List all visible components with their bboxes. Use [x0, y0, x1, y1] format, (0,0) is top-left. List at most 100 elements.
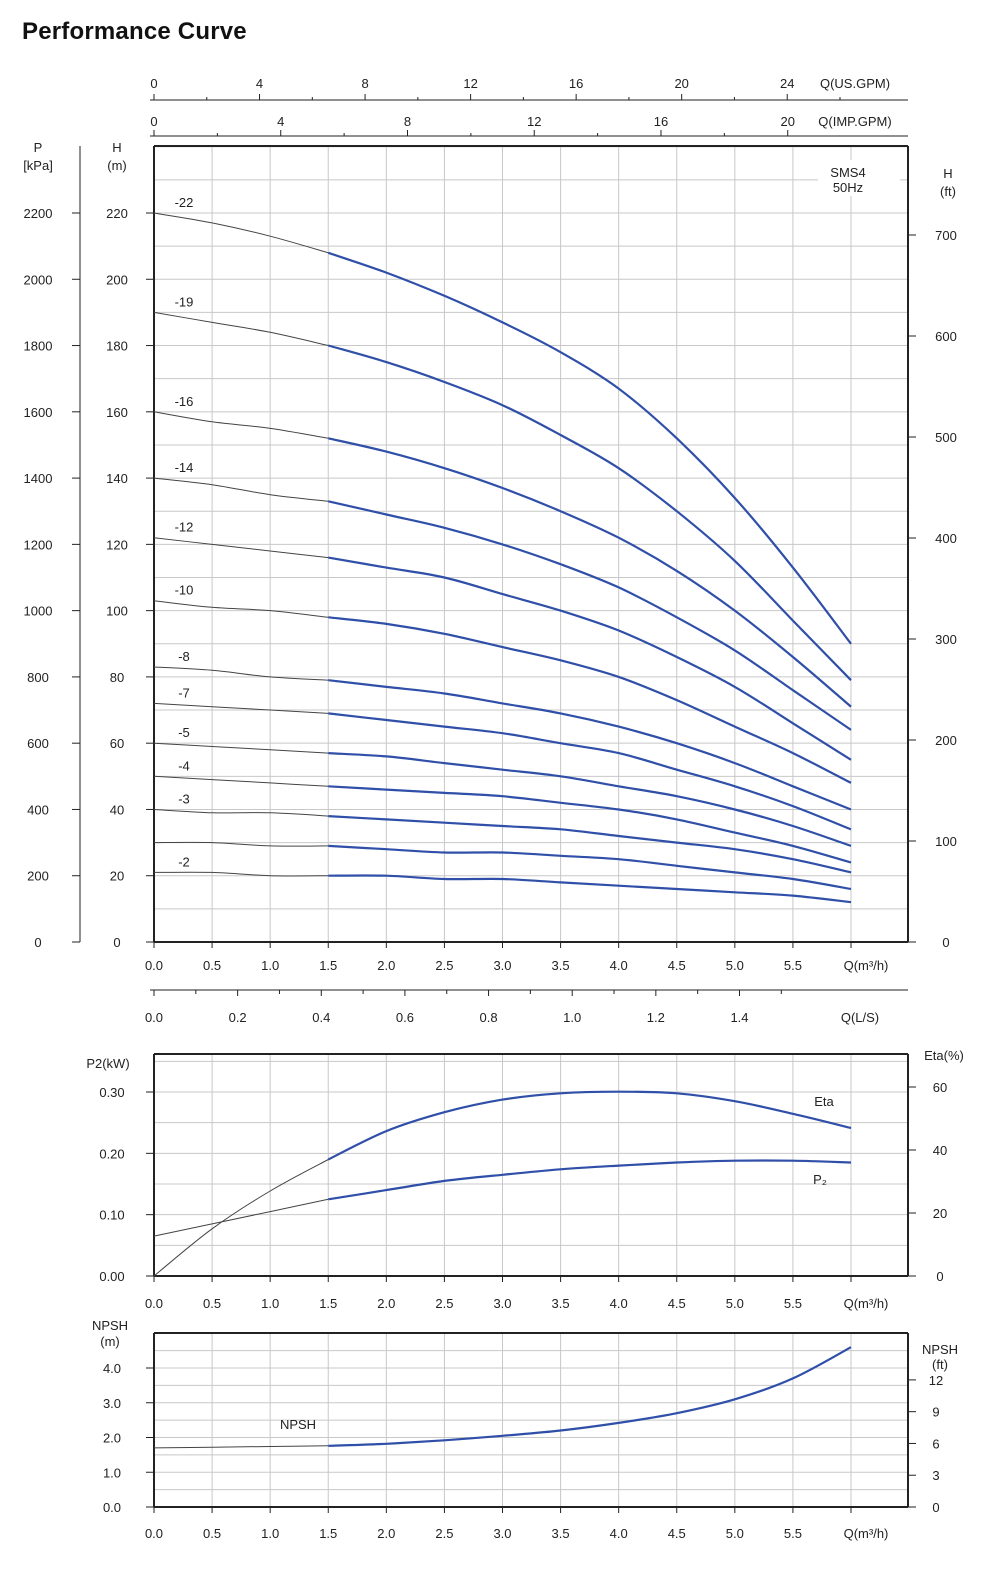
usgpm-axis-tick-label: 20	[674, 76, 688, 91]
ls-axis-tick-label: 1.4	[730, 1010, 748, 1025]
head-curve-label: -3	[178, 791, 190, 806]
ls-axis-tick-label: 0.2	[229, 1010, 247, 1025]
h-axis-tick-label: 100	[106, 604, 128, 619]
p-axis-tick-label: 1000	[24, 604, 53, 619]
eta-axis-tick-label: 0	[936, 1269, 943, 1284]
power-x-tick-label: 1.5	[319, 1296, 337, 1311]
npsh-ft-axis-tick-label: 0	[932, 1500, 939, 1515]
impgpm-axis-tick-label: 12	[527, 114, 541, 129]
ls-axis-tick-label: 0.6	[396, 1010, 414, 1025]
npsh-ft-axis-label: NPSH	[922, 1342, 958, 1357]
head-curve--14-operating	[328, 500, 852, 731]
p2-curve-label: P₂	[813, 1172, 827, 1187]
head-curve--5-operating	[328, 752, 852, 847]
hft-axis-tick-label: 200	[935, 733, 957, 748]
head-curve--16-extrapolated	[153, 411, 329, 439]
p-axis-tick-label: 1200	[24, 537, 53, 552]
power-x-unit-label: Q(m³/h)	[844, 1296, 889, 1311]
h-axis-tick-label: 60	[110, 736, 124, 751]
npsh-x-tick-label: 2.0	[377, 1526, 395, 1541]
npsh-x-tick-label: 3.5	[552, 1526, 570, 1541]
head-curve-label: -19	[175, 294, 194, 309]
h-axis-tick-label: 180	[106, 339, 128, 354]
head-x-tick-label: 0.0	[145, 958, 163, 973]
head-curve--22-operating	[327, 251, 852, 645]
eta-axis-label: Eta(%)	[924, 1048, 964, 1063]
ls-axis-label: Q(L/S)	[841, 1010, 879, 1025]
h-axis-tick-label: 0	[113, 935, 120, 950]
h-axis-tick-label: 220	[106, 206, 128, 221]
npsh-m-axis-label: NPSH	[92, 1318, 128, 1333]
impgpm-axis-tick-label: 0	[150, 114, 157, 129]
eta-axis-tick-label: 60	[933, 1080, 947, 1095]
npsh-m-axis-tick-label: 2.0	[103, 1431, 121, 1446]
npsh-x-tick-label: 3.0	[493, 1526, 511, 1541]
hft-axis-tick-label: 100	[935, 834, 957, 849]
head-curve--19-extrapolated	[153, 311, 329, 346]
usgpm-axis-tick-label: 8	[361, 76, 368, 91]
h-axis-tick-label: 20	[110, 869, 124, 884]
head-curve--8-extrapolated	[153, 666, 329, 681]
power-x-tick-label: 2.0	[377, 1296, 395, 1311]
head-x-tick-label: 3.0	[493, 958, 511, 973]
ls-axis-tick-label: 1.0	[563, 1010, 581, 1025]
power-x-tick-label: 5.0	[726, 1296, 744, 1311]
h-axis-tick-label: 140	[106, 471, 128, 486]
p-axis-tick-label: 1600	[24, 405, 53, 420]
head-curve--7-operating	[328, 712, 852, 831]
head-curve--14-extrapolated	[153, 477, 329, 502]
npsh-ft-axis-tick-label: 12	[929, 1373, 943, 1388]
npsh-ft-axis-unit: (ft)	[932, 1357, 948, 1372]
p-axis-tick-label: 1400	[24, 471, 53, 486]
p-axis-tick-label: 2000	[24, 272, 53, 287]
hft-axis-tick-label: 700	[935, 228, 957, 243]
head-curve--10-operating	[328, 616, 852, 784]
npsh-x-tick-label: 0.5	[203, 1526, 221, 1541]
head-curve--4-operating	[328, 785, 852, 864]
power-x-tick-label: 4.0	[610, 1296, 628, 1311]
p2-axis-tick-label: 0.10	[99, 1208, 124, 1223]
head-x-tick-label: 5.0	[726, 958, 744, 973]
head-curve--2-operating	[328, 844, 852, 891]
p2-curve-extrapolated	[153, 1198, 329, 1237]
h-axis-tick-label: 80	[110, 670, 124, 685]
h-axis-tick-label: 200	[106, 272, 128, 287]
usgpm-axis-tick-label: 4	[256, 76, 263, 91]
head-curve--5-extrapolated	[153, 742, 329, 754]
eta-axis-tick-label: 40	[933, 1143, 947, 1158]
head-curve--2b-extrapolated	[153, 871, 329, 877]
npsh-x-tick-label: 4.5	[668, 1526, 686, 1541]
head-curve-label: -5	[178, 725, 190, 740]
usgpm-axis-tick-label: 16	[569, 76, 583, 91]
page-title: Performance Curve	[22, 18, 247, 45]
p-axis-tick-label: 600	[27, 736, 49, 751]
impgpm-axis-tick-label: 16	[654, 114, 668, 129]
hft-axis-tick-label: 500	[935, 430, 957, 445]
head-x-unit-label: Q(m³/h)	[844, 958, 889, 973]
p2-curve-operating	[328, 1159, 852, 1201]
impgpm-axis-tick-label: 20	[780, 114, 794, 129]
impgpm-axis-label: Q(IMP.GPM)	[818, 114, 891, 129]
power-x-tick-label: 3.5	[552, 1296, 570, 1311]
p-axis-tick-label: 0	[34, 935, 41, 950]
head-curve--12-operating	[328, 556, 852, 761]
ls-axis-tick-label: 0.8	[480, 1010, 498, 1025]
h-axis-label: H	[112, 140, 121, 155]
p2-axis-label: P2(kW)	[86, 1056, 129, 1071]
model-name-label: SMS4	[830, 165, 865, 180]
p-axis-unit: [kPa]	[23, 158, 53, 173]
ls-axis-tick-label: 1.2	[647, 1010, 665, 1025]
p2-axis-tick-label: 0.20	[99, 1146, 124, 1161]
head-curve-label: -8	[178, 649, 190, 664]
head-curve--12-extrapolated	[153, 537, 329, 559]
npsh-m-axis-tick-label: 0.0	[103, 1500, 121, 1515]
head-x-tick-label: 0.5	[203, 958, 221, 973]
usgpm-axis-tick-label: 12	[463, 76, 477, 91]
head-curve--3-operating	[328, 815, 852, 874]
head-curve-label: -14	[175, 460, 194, 475]
npsh-x-tick-label: 2.5	[435, 1526, 453, 1541]
p-axis-tick-label: 1800	[24, 339, 53, 354]
h-axis-tick-label: 120	[106, 537, 128, 552]
npsh-ft-axis-tick-label: 6	[932, 1436, 939, 1451]
